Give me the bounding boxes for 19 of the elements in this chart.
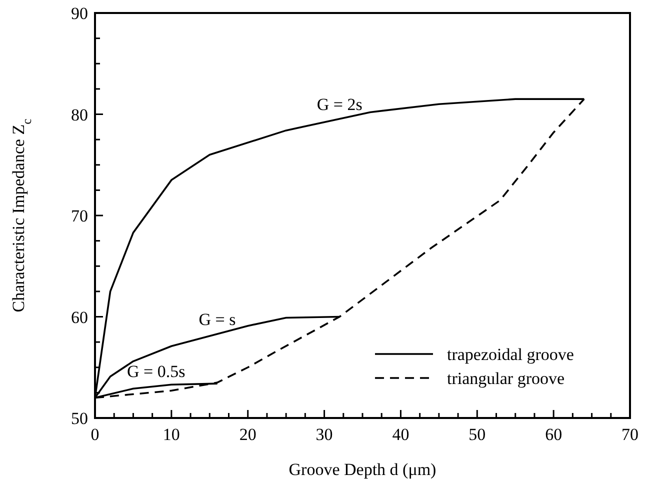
- x-tick-label: 60: [545, 425, 562, 444]
- x-tick-label: 40: [392, 425, 410, 444]
- x-tick-label: 10: [162, 425, 180, 444]
- x-tick-label: 50: [468, 425, 486, 444]
- annotation: G = 2s: [316, 94, 362, 114]
- x-tick-label: 70: [622, 425, 638, 444]
- legend-label: trapezoidal groove: [447, 345, 574, 364]
- legend-label: triangular groove: [447, 369, 565, 388]
- annotation: G = 0.5s: [127, 362, 186, 382]
- y-tick-label: 80: [71, 105, 88, 124]
- annotation: G = s: [198, 310, 236, 329]
- x-tick-label: 0: [90, 425, 100, 444]
- x-tick-label: 20: [239, 425, 256, 444]
- y-tick-label: 60: [71, 308, 88, 327]
- x-tick-label: 30: [316, 425, 333, 444]
- y-tick-label: 70: [71, 206, 88, 226]
- y-tick-label: 90: [71, 4, 88, 23]
- x-axis-title: Groove Depth d (μm): [288, 460, 436, 479]
- y-tick-label: 50: [71, 409, 88, 428]
